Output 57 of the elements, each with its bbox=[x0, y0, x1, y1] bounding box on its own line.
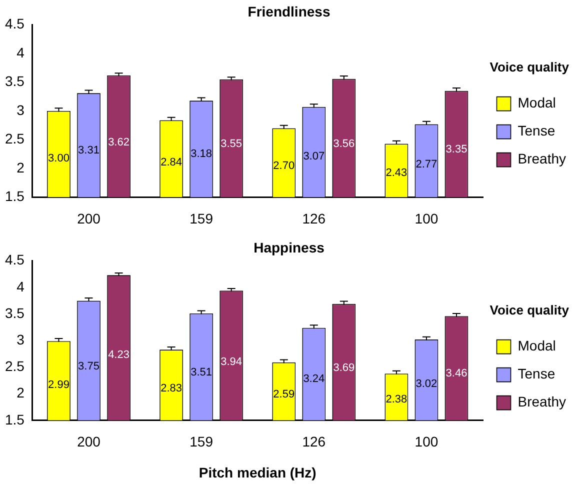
data-label: 3.31 bbox=[78, 144, 100, 156]
data-label: 2.77 bbox=[416, 158, 438, 170]
data-label: 2.70 bbox=[273, 160, 295, 172]
chart-title: Friendliness bbox=[248, 3, 330, 20]
data-label: 3.62 bbox=[108, 136, 130, 148]
data-label: 3.55 bbox=[220, 138, 242, 150]
y-tick-label: 4 bbox=[16, 44, 25, 60]
legend-label: Tense bbox=[518, 366, 556, 382]
y-tick-label: 3.5 bbox=[4, 73, 25, 90]
y-tick-label: 2.5 bbox=[4, 358, 25, 374]
chart-title: Happiness bbox=[254, 239, 325, 256]
x-axis-title: Pitch median (Hz) bbox=[198, 464, 316, 480]
data-label: 4.23 bbox=[108, 349, 130, 362]
y-tick-label: 1.5 bbox=[4, 188, 25, 204]
x-tick-label: 100 bbox=[414, 210, 438, 226]
x-tick-label: 159 bbox=[190, 210, 214, 226]
legend-label: Tense bbox=[518, 122, 556, 139]
data-label: 3.94 bbox=[220, 356, 242, 368]
data-label: 3.02 bbox=[416, 378, 438, 390]
data-label: 3.18 bbox=[190, 148, 212, 160]
x-tick-label: 100 bbox=[414, 434, 438, 450]
data-label: 2.43 bbox=[386, 167, 408, 180]
legend-title: Voice quality bbox=[490, 302, 570, 318]
y-tick-label: 1.5 bbox=[4, 411, 25, 428]
y-tick-label: 3 bbox=[16, 102, 25, 118]
x-tick-label: 200 bbox=[77, 210, 101, 226]
x-tick-label: 126 bbox=[302, 210, 326, 226]
legend-title: Voice quality bbox=[490, 59, 570, 74]
legend-label: Breathy bbox=[518, 394, 566, 410]
data-label: 2.59 bbox=[273, 388, 295, 400]
y-tick-label: 2 bbox=[16, 159, 25, 176]
data-label: 2.83 bbox=[160, 382, 182, 395]
y-tick-label: 3.5 bbox=[4, 304, 25, 321]
x-tick-label: 200 bbox=[77, 434, 101, 450]
data-label: 2.84 bbox=[160, 156, 182, 169]
data-label: 3.24 bbox=[303, 372, 325, 385]
y-tick-label: 2.5 bbox=[4, 130, 25, 147]
y-tick-label: 3 bbox=[16, 331, 25, 348]
y-tick-label: 4.5 bbox=[4, 16, 25, 32]
y-tick-label: 2 bbox=[16, 384, 25, 401]
data-label: 2.38 bbox=[386, 393, 408, 406]
legend-label: Modal bbox=[518, 94, 556, 111]
x-tick-label: 159 bbox=[190, 434, 214, 450]
data-label: 3.51 bbox=[190, 366, 212, 378]
legend-label: Breathy bbox=[518, 150, 566, 167]
data-label: 2.99 bbox=[48, 378, 70, 391]
data-label: 3.56 bbox=[333, 138, 355, 150]
data-label: 3.35 bbox=[446, 143, 468, 156]
data-label: 3.46 bbox=[446, 368, 468, 380]
y-tick-label: 4 bbox=[16, 278, 25, 294]
data-label: 3.07 bbox=[303, 150, 325, 163]
data-label: 3.69 bbox=[333, 362, 355, 374]
data-label: 3.75 bbox=[78, 360, 100, 373]
legend-label: Modal bbox=[518, 338, 556, 354]
data-label: 3.00 bbox=[48, 152, 70, 164]
x-tick-label: 126 bbox=[302, 434, 326, 450]
y-tick-label: 4.5 bbox=[4, 252, 25, 268]
